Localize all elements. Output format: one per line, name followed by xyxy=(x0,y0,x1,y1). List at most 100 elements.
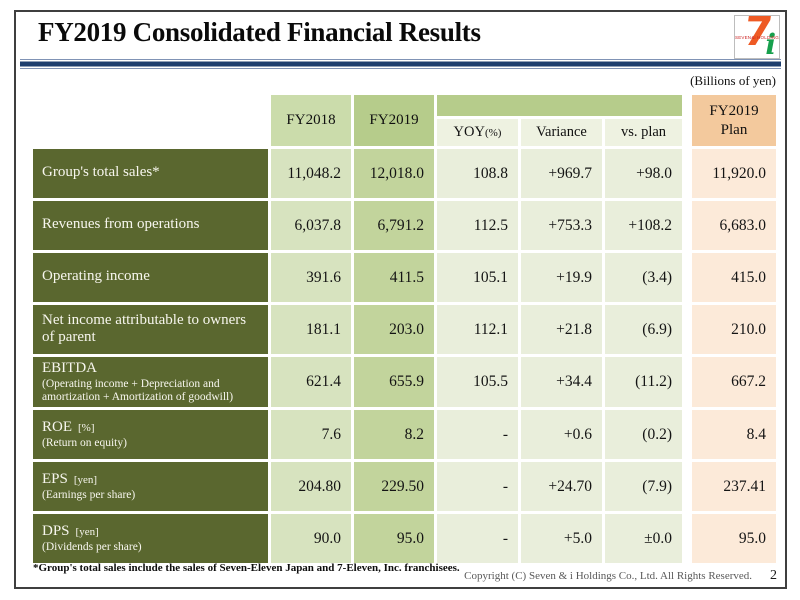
footer: *Group's total sales include the sales o… xyxy=(33,562,777,584)
slide: FY2019 Consolidated Financial Results 7 … xyxy=(14,10,787,589)
cell-variance: +19.9 xyxy=(521,253,602,302)
cell-variance: +969.7 xyxy=(521,149,602,198)
cell-fy2018: 181.1 xyxy=(271,305,351,354)
seven-i-holdings-logo: 7 i SEVEN&i HOLDINGS xyxy=(734,15,780,59)
copyright: Copyright (C) Seven & i Holdings Co., Lt… xyxy=(464,570,752,582)
cell-variance: +21.8 xyxy=(521,305,602,354)
yoy-label: YOY xyxy=(453,124,485,140)
cell-plan: 210.0 xyxy=(692,305,776,354)
unit-note: (Billions of yen) xyxy=(690,73,776,88)
cell-fy2019: 6,791.2 xyxy=(354,201,434,250)
cell-fy2019: 203.0 xyxy=(354,305,434,354)
row-label: EBITDA (Operating income + Depreciation a… xyxy=(33,357,268,407)
row-label-text: Net income attributable to owners of par… xyxy=(42,311,247,345)
cell-fy2019: 655.9 xyxy=(354,357,434,407)
cell-vs-plan: (11.2) xyxy=(605,357,682,407)
footnote: *Group's total sales include the sales o… xyxy=(33,562,460,574)
column-header-vs-plan: vs. plan xyxy=(605,119,682,146)
row-label-unit: [%] xyxy=(78,421,95,434)
cell-variance: +0.6 xyxy=(521,410,602,459)
row-label-text: Operating income xyxy=(42,268,150,285)
table-row: EPS [yen] (Earnings per share) 204.80 229.… xyxy=(33,462,776,511)
column-gap xyxy=(685,462,689,511)
row-label-text: EBITDA xyxy=(42,360,97,376)
cell-variance: +34.4 xyxy=(521,357,602,407)
row-label: EPS [yen] (Earnings per share) xyxy=(33,462,268,511)
column-header-variance: Variance xyxy=(521,119,602,146)
table-row: DPS [yen] (Dividends per share) 90.0 95.0 … xyxy=(33,514,776,563)
cell-fy2018: 6,037.8 xyxy=(271,201,351,250)
column-gap xyxy=(685,201,689,250)
column-header-fy2018: FY2018 xyxy=(271,95,351,146)
row-label: Operating income xyxy=(33,253,268,302)
cell-vs-plan: (6.9) xyxy=(605,305,682,354)
cell-fy2019: 229.50 xyxy=(354,462,434,511)
column-gap xyxy=(685,305,689,354)
cell-vs-plan: (3.4) xyxy=(605,253,682,302)
cell-variance: +5.0 xyxy=(521,514,602,563)
column-gap xyxy=(685,514,689,563)
table-row: Group's total sales* 11,048.2 12,018.0 1… xyxy=(33,149,776,198)
yoy-unit-label: (%) xyxy=(484,127,502,139)
row-label-sub: (Dividends per share) xyxy=(42,541,142,554)
cell-fy2018: 204.80 xyxy=(271,462,351,511)
cell-fy2018: 621.4 xyxy=(271,357,351,407)
row-label-sub: (Return on equity) xyxy=(42,437,127,450)
cell-yoy: - xyxy=(437,410,518,459)
column-gap xyxy=(685,95,689,146)
column-header-yoy: YOY(%) xyxy=(437,119,518,146)
row-label-text: DPS xyxy=(42,522,70,539)
row-label-unit: [yen] xyxy=(75,525,99,538)
row-label: Revenues from operations xyxy=(33,201,268,250)
logo-i-glyph: i xyxy=(765,28,776,59)
cell-variance: +753.3 xyxy=(521,201,602,250)
row-label-text: Group's total sales* xyxy=(42,164,160,181)
cell-vs-plan: (7.9) xyxy=(605,462,682,511)
cell-fy2018: 90.0 xyxy=(271,514,351,563)
row-label: Group's total sales* xyxy=(33,149,268,198)
page-title: FY2019 Consolidated Financial Results xyxy=(38,17,481,47)
cell-vs-plan: (0.2) xyxy=(605,410,682,459)
table-row: Revenues from operations 6,037.8 6,791.2… xyxy=(33,201,776,250)
row-label-sub: (Earnings per share) xyxy=(42,489,136,502)
cell-plan: 667.2 xyxy=(692,357,776,407)
fy2019-header-band xyxy=(437,95,682,116)
column-gap xyxy=(685,253,689,302)
plan-header-label: Plan xyxy=(720,121,748,138)
row-label-text: Revenues from operations xyxy=(42,216,200,233)
table-row: ROE [%] (Return on equity) 7.6 8.2 - +0.6 … xyxy=(33,410,776,459)
cell-fy2018: 391.6 xyxy=(271,253,351,302)
row-label: Net income attributable to owners of par… xyxy=(33,305,268,354)
header-corner xyxy=(33,95,268,146)
cell-vs-plan: +108.2 xyxy=(605,201,682,250)
cell-yoy: 112.5 xyxy=(437,201,518,250)
cell-yoy: 108.8 xyxy=(437,149,518,198)
cell-plan: 415.0 xyxy=(692,253,776,302)
column-gap xyxy=(685,357,689,407)
column-header-fy2019-plan: FY2019 Plan xyxy=(692,95,776,146)
logo-company-text: SEVEN&i HOLDINGS xyxy=(735,35,780,40)
column-gap xyxy=(685,149,689,198)
cell-yoy: - xyxy=(437,462,518,511)
page-number: 2 xyxy=(770,568,777,583)
cell-plan: 237.41 xyxy=(692,462,776,511)
column-gap xyxy=(685,410,689,459)
cell-fy2018: 7.6 xyxy=(271,410,351,459)
cell-fy2019: 8.2 xyxy=(354,410,434,459)
cell-yoy: 112.1 xyxy=(437,305,518,354)
table-row: EBITDA (Operating income + Depreciation a… xyxy=(33,357,776,407)
title-divider xyxy=(20,59,781,69)
row-label: ROE [%] (Return on equity) xyxy=(33,410,268,459)
table-row: Operating income 391.6 411.5 105.1 +19.9… xyxy=(33,253,776,302)
row-label-text: EPS xyxy=(42,470,68,487)
cell-yoy: 105.1 xyxy=(437,253,518,302)
row-label-text: ROE xyxy=(42,418,72,435)
cell-fy2019: 12,018.0 xyxy=(354,149,434,198)
cell-yoy: 105.5 xyxy=(437,357,518,407)
cell-plan: 6,683.0 xyxy=(692,201,776,250)
cell-fy2019: 95.0 xyxy=(354,514,434,563)
cell-yoy: - xyxy=(437,514,518,563)
cell-plan: 11,920.0 xyxy=(692,149,776,198)
cell-vs-plan: ±0.0 xyxy=(605,514,682,563)
plan-header-year: FY2019 xyxy=(709,102,759,119)
